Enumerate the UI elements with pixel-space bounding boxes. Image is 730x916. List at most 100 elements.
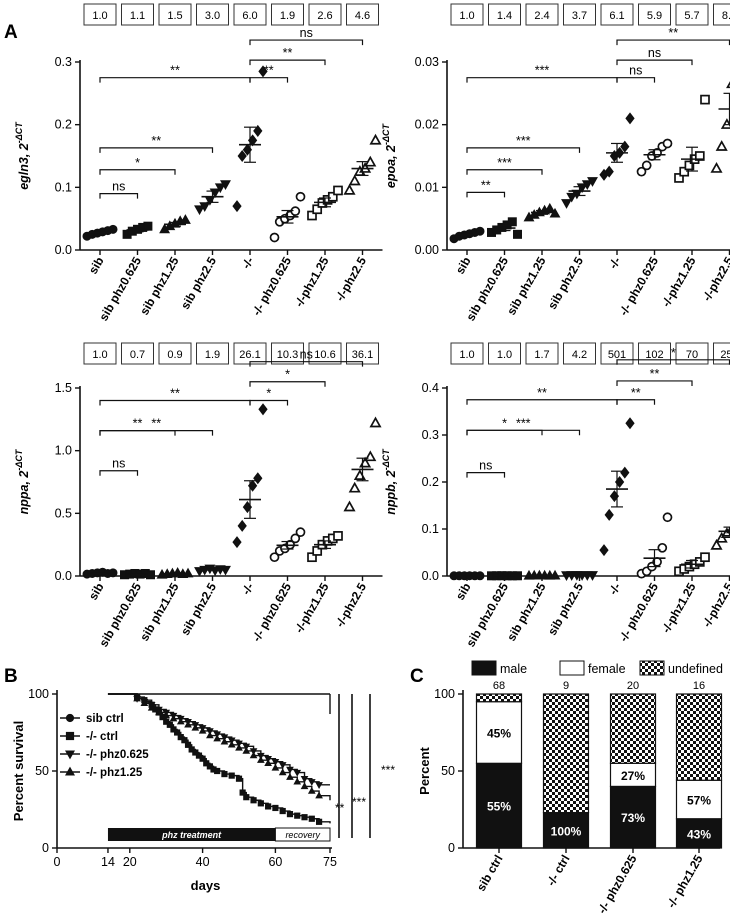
data-point	[475, 226, 485, 236]
x-category-label: sib	[453, 255, 474, 277]
bar-male-label: 55%	[487, 800, 511, 814]
significance-label: ns	[300, 348, 313, 362]
significance-label: **	[170, 387, 180, 401]
x-tick-label: 60	[268, 855, 282, 869]
data-point	[182, 567, 194, 578]
fold-change-box	[308, 342, 342, 365]
fold-change-value: 1.9	[205, 349, 220, 361]
significance-bracket	[99, 147, 214, 153]
fold-change-box	[450, 342, 484, 365]
data-point	[295, 191, 306, 202]
fold-change-value: 6.1	[609, 10, 624, 22]
survival-censor-mark	[181, 737, 188, 744]
legend-marker	[65, 766, 75, 776]
data-point	[657, 542, 668, 553]
legend-swatch	[639, 660, 665, 676]
fold-change-value: 10.3	[277, 349, 298, 361]
fold-change-value: 1.0	[92, 349, 107, 361]
significance-label: ***	[497, 156, 512, 170]
x-category-label: sib phz1.25	[504, 254, 549, 317]
fold-change-box	[121, 342, 154, 365]
significance-label: ns	[112, 180, 125, 194]
significance-bracket	[616, 380, 693, 386]
fold-change-value: 1.0	[92, 10, 107, 22]
y-tick-label: 0.2	[55, 118, 72, 132]
y-tick-label: 0.0	[422, 569, 439, 583]
significance-label: **	[151, 417, 161, 431]
survival-censor-mark	[300, 775, 309, 783]
y-axis-label: egln3, 2-ΔCT	[14, 121, 31, 190]
y-axis-label: nppb, 2-ΔCT	[381, 448, 398, 515]
bar-male-label: 43%	[687, 827, 711, 841]
survival-censor-mark	[155, 708, 163, 716]
bar-count-label: 9	[563, 680, 569, 692]
significance-bracket	[99, 470, 139, 476]
x-category-label: sib ctrl	[474, 853, 506, 894]
survival-censor-mark	[228, 772, 235, 779]
survival-censor-mark	[278, 762, 287, 769]
survival-censor-mark	[315, 818, 323, 825]
nppa-scatter-panel: 1.0 0.7 0.9 1.9 26.1 10.3 10.6 36.1 0.0 0.5 1.0 1.5…	[14, 342, 383, 649]
significance-bracket	[616, 359, 730, 365]
significance-label: ***	[516, 134, 531, 148]
data-point	[343, 183, 356, 195]
nppb-scatter-panel: 1.0 1.0 1.7 4.2 501 102 70 254 0.0 0.1 0.2 0.3 0.4 np…	[381, 342, 730, 649]
y-tick-label: 0.2	[422, 475, 439, 489]
data-point	[108, 224, 118, 234]
data-point	[220, 180, 231, 191]
fold-change-value: 1.9	[280, 10, 295, 22]
survival-censor-mark	[243, 794, 250, 801]
survival-censor-mark	[227, 737, 236, 745]
significance-bracket	[466, 147, 581, 153]
x-category-label: -/- phz0.625	[249, 254, 294, 318]
data-point	[364, 450, 377, 462]
survival-censor-mark	[235, 743, 243, 751]
significance-bracket	[466, 191, 506, 198]
significance-bracket	[99, 169, 176, 175]
data-point	[604, 165, 614, 178]
significance-bracket	[466, 399, 618, 405]
x-category-label: -/-phz1.25	[292, 254, 332, 309]
significance-bracket	[249, 77, 289, 83]
data-point	[679, 166, 690, 177]
significance-label: ns	[112, 457, 125, 471]
epoa-scatter-panel: 1.0 1.4 2.4 3.7 6.1 5.9 5.7 8.8 0.00 0.01 0.02 0.03…	[381, 3, 730, 323]
fold-change-value: 254	[720, 349, 730, 361]
data-point	[333, 185, 343, 196]
data-point	[143, 221, 153, 231]
x-category-label: -/- phz0.625	[616, 254, 661, 318]
significance-bracket	[466, 169, 543, 175]
fold-change-box	[450, 3, 484, 26]
data-point	[307, 552, 317, 563]
survival-censor-mark	[140, 699, 149, 706]
x-category-label: -/-	[239, 254, 257, 271]
sex-ratio-bar-panel: 0 50 100 Percent male female undefined 55% 45% 68…	[417, 660, 723, 916]
bar-female-label: 27%	[621, 769, 645, 783]
fold-change-value: 26.1	[239, 349, 260, 361]
data-point	[700, 552, 710, 563]
bar-segment	[675, 693, 723, 781]
data-point	[179, 214, 191, 224]
fold-change-box	[158, 342, 192, 365]
bar-segment	[609, 693, 657, 764]
x-category-label: -/-	[606, 254, 624, 271]
data-point	[587, 177, 598, 187]
fold-change-value: 0.7	[130, 349, 145, 361]
bar-segment	[542, 811, 590, 849]
data-point	[599, 544, 609, 557]
y-tick-label: 50	[441, 764, 455, 778]
survival-censor-mark	[286, 773, 294, 780]
fold-change-box	[525, 342, 559, 365]
fold-change-box	[121, 3, 154, 26]
fold-change-value: 4.6	[355, 10, 370, 22]
significance-bracket	[466, 77, 618, 83]
survival-censor-mark	[166, 721, 173, 728]
y-tick-label: 100	[28, 687, 49, 701]
x-tick-label: 14	[101, 855, 115, 869]
survival-censor-mark	[242, 746, 251, 754]
legend-swatch	[471, 660, 497, 676]
data-point	[513, 229, 522, 239]
survival-censor-mark	[213, 731, 222, 739]
x-category-label: -/- phz0.625	[616, 580, 661, 644]
